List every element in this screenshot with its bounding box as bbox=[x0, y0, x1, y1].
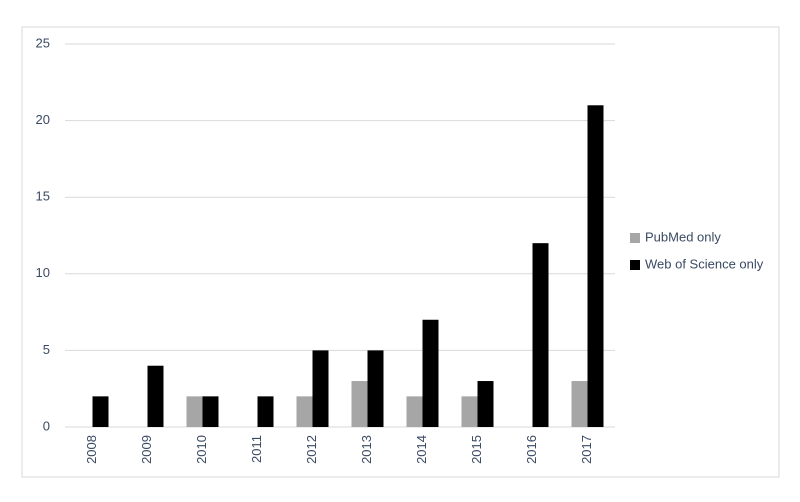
x-tick-label: 2010 bbox=[194, 435, 209, 464]
bar bbox=[367, 350, 384, 427]
legend-key bbox=[630, 233, 640, 243]
legend-label: Web of Science only bbox=[645, 256, 764, 271]
legend-label: PubMed only bbox=[645, 229, 721, 244]
bar bbox=[296, 396, 313, 427]
bar bbox=[532, 243, 549, 427]
x-tick-label: 2011 bbox=[249, 435, 264, 463]
bar bbox=[461, 396, 478, 427]
x-tick-label: 2013 bbox=[359, 435, 374, 464]
y-tick-label: 0 bbox=[43, 418, 50, 433]
bar bbox=[92, 396, 109, 427]
bar bbox=[422, 319, 439, 427]
bar bbox=[186, 396, 203, 427]
y-tick-label: 5 bbox=[43, 342, 50, 357]
y-tick-label: 15 bbox=[36, 189, 50, 204]
bar bbox=[147, 365, 164, 427]
x-tick-label: 2014 bbox=[414, 435, 429, 464]
y-tick-label: 10 bbox=[36, 265, 50, 280]
x-tick-label: 2009 bbox=[139, 435, 154, 464]
bar bbox=[571, 381, 588, 427]
bar bbox=[406, 396, 423, 427]
x-tick-label: 2015 bbox=[469, 435, 484, 464]
x-tick-label: 2016 bbox=[524, 435, 539, 464]
bar bbox=[257, 396, 274, 427]
bar bbox=[587, 105, 604, 427]
x-tick-label: 2008 bbox=[84, 435, 99, 464]
legend-key bbox=[630, 260, 640, 270]
bar bbox=[477, 381, 494, 427]
bar bbox=[312, 350, 329, 427]
bar bbox=[351, 381, 368, 427]
y-tick-label: 20 bbox=[36, 112, 50, 127]
y-tick-label: 25 bbox=[36, 35, 50, 50]
x-tick-label: 2017 bbox=[579, 435, 594, 464]
chart-frame bbox=[21, 26, 780, 478]
bar bbox=[202, 396, 219, 427]
x-tick-label: 2012 bbox=[304, 435, 319, 464]
